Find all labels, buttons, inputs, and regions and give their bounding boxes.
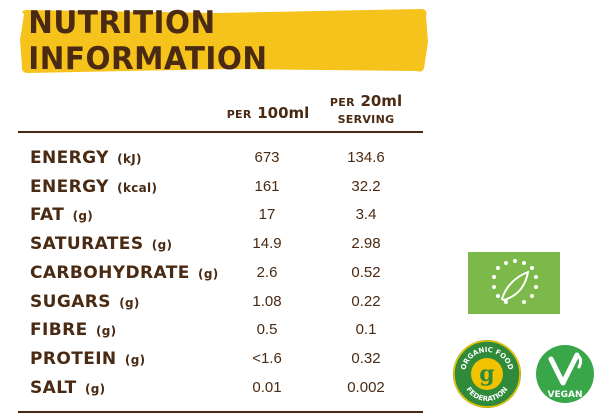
column-line2: SERVING [337, 113, 395, 126]
table-row: SUGARS (g) 1.08 0.22 [0, 289, 430, 315]
nutrient-label: SALT (g) [30, 375, 105, 401]
nutrient-name: FAT [30, 205, 65, 226]
table-row: FIBRE (g) 0.5 0.1 [0, 317, 430, 343]
vegan-logo: VEGAN [535, 339, 595, 409]
value-per-serving: 0.52 [351, 263, 381, 281]
vegan-text: VEGAN [548, 390, 583, 400]
nutrient-name: PROTEIN [30, 348, 117, 369]
nutrient-unit: (g) [124, 352, 146, 367]
value-per-100ml: 673 [254, 149, 280, 166]
value-per-100ml: 17 [258, 206, 276, 224]
nutrient-unit: (g) [119, 295, 140, 310]
nutrient-unit: (g) [151, 238, 173, 253]
nutrient-unit: (g) [198, 266, 219, 281]
value-per-100ml: 0.01 [252, 378, 282, 396]
value-per-serving: 0.32 [351, 349, 381, 367]
value-per-100ml: 14.9 [252, 235, 282, 253]
nutrient-unit: (g) [72, 209, 94, 224]
column-amount: 20ml [360, 92, 403, 110]
banner-background [20, 9, 428, 73]
nutrient-unit: (g) [95, 324, 117, 339]
organic-food-federation-logo: g ORGANIC FOOD FEDERATION [452, 339, 522, 409]
value-per-100ml: 1.08 [252, 292, 282, 310]
nutrient-unit: (kJ) [117, 152, 142, 166]
table-row: ENERGY (kcal) 161 32.2 [0, 174, 430, 200]
table-row: PROTEIN (g) <1.6 0.32 [0, 346, 430, 372]
nutrient-name: SATURATES [30, 234, 144, 255]
table-row: CARBOHYDRATE (g) 2.6 0.52 [0, 260, 430, 286]
value-per-serving: 134.6 [347, 149, 385, 166]
nutrient-label: PROTEIN (g) [30, 346, 145, 372]
header-divider [18, 131, 423, 133]
nutrient-name: CARBOHYDRATE [30, 262, 190, 283]
value-per-100ml: <1.6 [252, 349, 282, 367]
nutrient-label: ENERGY (kcal) [30, 174, 157, 200]
column-prefix: PER [226, 108, 252, 121]
column-amount: 100ml [257, 104, 310, 122]
table-row: SALT (g) 0.01 0.002 [0, 375, 430, 401]
value-per-serving: 32.2 [351, 177, 381, 195]
value-per-100ml: 161 [254, 177, 280, 195]
nutrient-name: ENERGY [30, 176, 109, 197]
table-row: SATURATES (g) 14.9 2.98 [0, 231, 430, 257]
nutrient-label: SUGARS (g) [30, 289, 140, 315]
nutrient-name: SALT [30, 377, 77, 398]
footer-divider [18, 411, 423, 413]
vegan-check-icon: VEGAN [536, 345, 594, 403]
value-per-100ml: 2.6 [256, 263, 278, 281]
organic-food-federation-seal-icon: g ORGANIC FOOD FEDERATION [453, 340, 521, 408]
nutrient-unit: (g) [84, 381, 106, 396]
nutrient-name: FIBRE [30, 320, 88, 341]
nutrient-label: SATURATES (g) [30, 231, 172, 257]
value-per-100ml: 0.5 [256, 321, 278, 339]
eu-organic-leaf-icon [468, 252, 560, 314]
value-per-serving: 2.98 [351, 235, 381, 253]
nutrient-name: ENERGY [30, 148, 109, 168]
value-per-serving: 3.4 [355, 206, 377, 224]
table-row: ENERGY (kJ) 673 134.6 [0, 145, 430, 171]
nutrient-unit: (kcal) [117, 180, 158, 195]
nutrient-label: ENERGY (kJ) [30, 145, 142, 171]
nutrient-label: CARBOHYDRATE (g) [30, 260, 219, 286]
column-header-per-100ml: PER 100ml [218, 106, 318, 122]
value-per-serving: 0.1 [355, 321, 377, 339]
title-banner: NUTRITION INFORMATION [18, 5, 430, 77]
nutrient-name: SUGARS [30, 291, 111, 312]
column-prefix: PER [329, 96, 355, 109]
value-per-serving: 0.22 [351, 292, 381, 310]
column-header-per-serving: PER 20ml SERVING [316, 94, 416, 127]
value-per-serving: 0.002 [347, 378, 385, 396]
nutrient-label: FIBRE (g) [30, 317, 116, 343]
page-title: NUTRITION INFORMATION [28, 5, 268, 77]
nutrient-label: FAT (g) [30, 202, 93, 228]
table-row: FAT (g) 17 3.4 [0, 202, 430, 228]
ofg-letter: g [479, 361, 494, 387]
eu-organic-logo [468, 252, 560, 314]
